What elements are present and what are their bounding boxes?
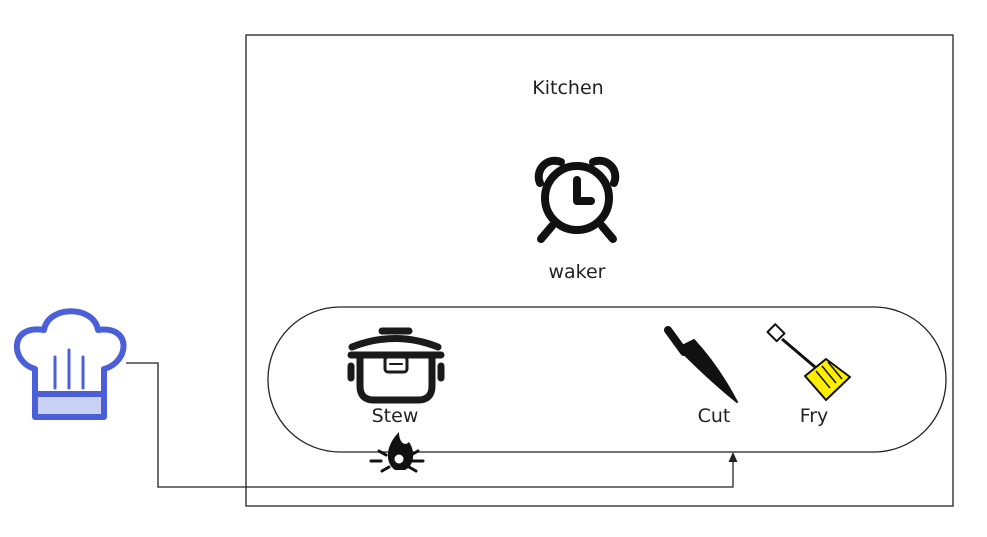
pressure-cooker-icon bbox=[347, 327, 445, 404]
spatula-icon bbox=[766, 323, 851, 401]
chef-to-cut-connector bbox=[126, 362, 738, 488]
kitchen-container bbox=[245, 34, 954, 507]
cut-label: Cut bbox=[698, 405, 731, 427]
kitchen-label: Kitchen bbox=[532, 77, 603, 99]
waker-label: waker bbox=[548, 261, 605, 283]
stew-label: Stew bbox=[372, 405, 419, 427]
alarm-clock-icon bbox=[534, 156, 620, 243]
fire-icon bbox=[369, 432, 425, 473]
fry-label: Fry bbox=[800, 405, 829, 427]
tool-tray bbox=[267, 306, 947, 453]
chef-hat-icon bbox=[14, 308, 127, 420]
kitchen-knife-icon bbox=[664, 326, 738, 403]
